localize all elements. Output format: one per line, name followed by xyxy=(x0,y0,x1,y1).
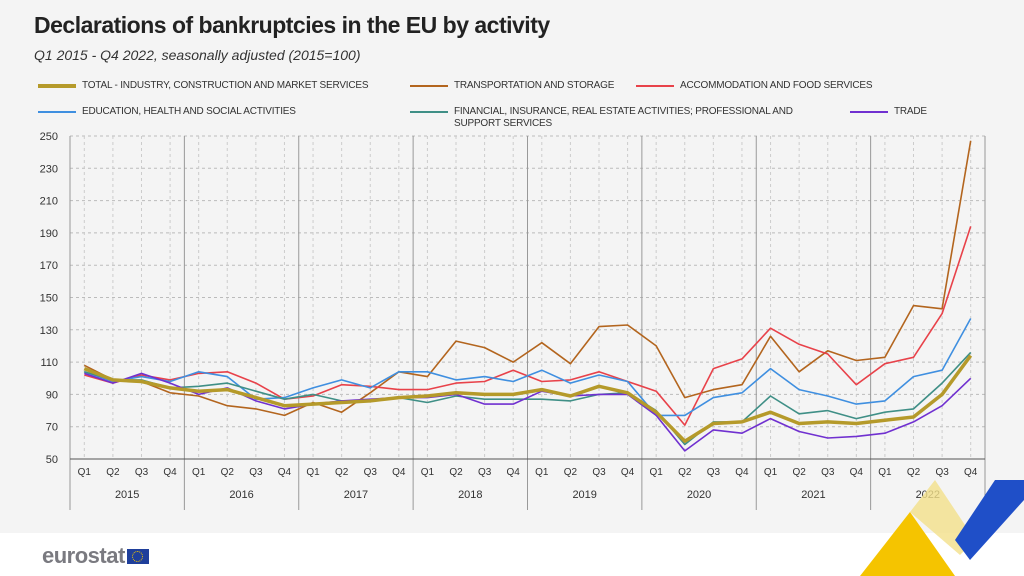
legend-swatch xyxy=(410,85,448,87)
eu-flag-icon xyxy=(126,548,149,564)
x-tick-label-quarter: Q3 xyxy=(935,467,949,478)
series-line-0 xyxy=(83,354,973,443)
legend-item: ACCOMMODATION AND FOOD SERVICES xyxy=(636,80,976,92)
y-tick-label: 170 xyxy=(40,260,58,272)
legend-item: TOTAL - INDUSTRY, CONSTRUCTION AND MARKE… xyxy=(38,80,403,92)
blue-shape xyxy=(955,480,1024,560)
x-tick-label-quarter: Q1 xyxy=(192,467,206,478)
chart-panel xyxy=(0,0,1024,533)
x-tick-label-quarter: Q4 xyxy=(163,467,177,478)
x-tick-label-quarter: Q3 xyxy=(707,467,721,478)
legend-label: ACCOMMODATION AND FOOD SERVICES xyxy=(680,80,873,91)
series-line-3 xyxy=(84,318,972,417)
legend-label: TRADE xyxy=(894,106,927,117)
x-tick-label-quarter: Q1 xyxy=(306,467,320,478)
x-tick-label-year: 2020 xyxy=(687,489,711,501)
x-tick-label-quarter: Q4 xyxy=(735,467,749,478)
y-tick-label: 210 xyxy=(40,196,58,208)
x-tick-label-quarter: Q1 xyxy=(878,467,892,478)
x-tick-label-quarter: Q2 xyxy=(106,467,120,478)
y-tick-label: 150 xyxy=(40,293,58,305)
legend-item: TRADE xyxy=(850,106,980,118)
x-tick-label-quarter: Q2 xyxy=(907,467,921,478)
legend-label: FINANCIAL, INSURANCE, REAL ESTATE ACTIVI… xyxy=(454,106,793,129)
x-tick-label-quarter: Q4 xyxy=(850,467,864,478)
chart-subtitle: Q1 2015 - Q4 2022, seasonally adjusted (… xyxy=(34,47,361,63)
legend-item: TRANSPORTATION AND STORAGE xyxy=(410,80,630,92)
y-tick-label: 110 xyxy=(40,357,58,369)
x-tick-label-quarter: Q2 xyxy=(678,467,692,478)
y-tick-label: 190 xyxy=(40,228,58,240)
x-tick-label-quarter: Q3 xyxy=(249,467,263,478)
x-tick-label-quarter: Q3 xyxy=(821,467,835,478)
series-line-1 xyxy=(83,140,972,417)
legend-swatch xyxy=(410,111,448,113)
y-tick-label: 70 xyxy=(46,422,58,434)
x-tick-label-quarter: Q2 xyxy=(221,467,235,478)
y-tick-label: 230 xyxy=(40,163,58,175)
x-tick-label-year: 2015 xyxy=(115,489,139,501)
x-tick-label-quarter: Q1 xyxy=(78,467,92,478)
x-tick-label-quarter: Q3 xyxy=(592,467,606,478)
x-tick-label-year: 2021 xyxy=(801,489,825,501)
y-tick-label: 130 xyxy=(40,325,58,337)
legend-label: TRANSPORTATION AND STORAGE xyxy=(454,80,615,91)
legend-swatch xyxy=(38,84,76,88)
x-tick-label-quarter: Q4 xyxy=(392,467,406,478)
x-tick-label-quarter: Q1 xyxy=(535,467,549,478)
x-tick-label-year: 2016 xyxy=(229,489,253,501)
yellow-shape xyxy=(860,512,955,576)
x-tick-label-year: 2019 xyxy=(572,489,596,501)
x-tick-label-year: 2017 xyxy=(344,489,368,501)
x-tick-label-quarter: Q3 xyxy=(135,467,149,478)
x-tick-label-quarter: Q2 xyxy=(449,467,463,478)
legend-label: TOTAL - INDUSTRY, CONSTRUCTION AND MARKE… xyxy=(82,80,369,91)
legend-item: EDUCATION, HEALTH AND SOCIAL ACTIVITIES xyxy=(38,106,403,118)
x-tick-label-quarter: Q1 xyxy=(421,467,435,478)
y-tick-label: 50 xyxy=(46,454,58,466)
legend-item: FINANCIAL, INSURANCE, REAL ESTATE ACTIVI… xyxy=(410,106,830,130)
x-tick-label-quarter: Q2 xyxy=(792,467,806,478)
legend-swatch xyxy=(38,111,76,113)
x-tick-label-quarter: Q4 xyxy=(964,467,978,478)
x-tick-label-quarter: Q3 xyxy=(478,467,492,478)
legend-swatch xyxy=(850,111,888,113)
y-tick-label: 250 xyxy=(40,131,58,143)
legend-swatch xyxy=(636,85,674,87)
y-tick-label: 90 xyxy=(46,389,58,401)
eurostat-logo: eurostat xyxy=(42,543,149,569)
x-tick-label-quarter: Q2 xyxy=(335,467,349,478)
x-tick-label-quarter: Q4 xyxy=(507,467,521,478)
x-tick-label-quarter: Q4 xyxy=(278,467,292,478)
line-chart: 50 70 90 110 130 150 170 190 210 230 250 Q1 Q2 Q3 Q4 Q1… xyxy=(40,131,986,510)
decorative-corner-graphic xyxy=(860,480,1024,576)
x-tick-label-quarter: Q1 xyxy=(650,467,664,478)
x-tick-label-year: 2018 xyxy=(458,489,482,501)
x-tick-label-quarter: Q1 xyxy=(764,467,778,478)
x-tick-label-quarter: Q3 xyxy=(364,467,378,478)
x-tick-label-quarter: Q2 xyxy=(564,467,578,478)
series-line-4 xyxy=(84,351,972,446)
x-tick-label-quarter: Q4 xyxy=(621,467,635,478)
chart-title: Declarations of bankruptcies in the EU b… xyxy=(34,12,550,38)
logo-text: eurostat xyxy=(42,543,125,568)
legend-label: EDUCATION, HEALTH AND SOCIAL ACTIVITIES xyxy=(82,106,296,117)
